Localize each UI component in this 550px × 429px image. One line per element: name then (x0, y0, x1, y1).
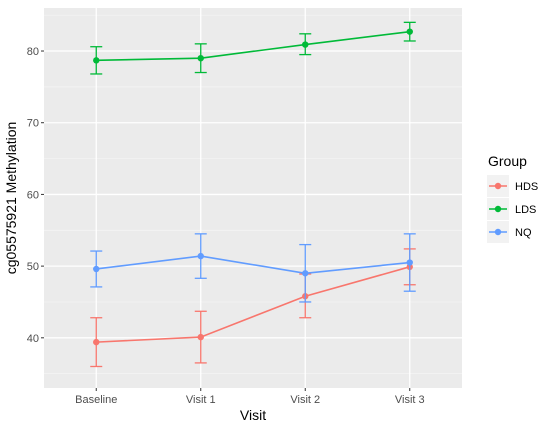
x-axis: Baseline Visit 1 Visit 2 Visit 3 (75, 388, 425, 406)
data-point (93, 265, 100, 273)
plot-panel (44, 8, 462, 388)
y-axis: 40 50 60 70 80 (27, 46, 44, 345)
data-point (406, 259, 413, 266)
y-axis-title: cg05575921 Methylation (3, 122, 19, 275)
legend-key-point (494, 182, 502, 190)
data-point (93, 338, 100, 346)
data-point (197, 54, 204, 62)
y-tick-label: 60 (27, 189, 39, 201)
data-point (197, 252, 204, 260)
data-point (197, 333, 204, 341)
series-lds (90, 21, 416, 75)
series-line (96, 266, 410, 343)
data-point (93, 57, 100, 64)
data-point (302, 41, 309, 48)
series-layer (90, 21, 416, 368)
grid-minor (44, 14, 462, 375)
x-tick-label: Visit 2 (290, 394, 320, 406)
legend-item-nq: NQ (487, 221, 532, 243)
x-tick-label: Visit 1 (186, 394, 216, 406)
data-point (406, 28, 413, 35)
legend-item-hds: HDS (487, 175, 538, 197)
legend-label: HDS (515, 181, 538, 193)
y-tick-label: 40 (27, 333, 39, 345)
legend-label: LDS (515, 204, 536, 216)
series-nq (90, 233, 416, 303)
legend-key-point (494, 205, 502, 213)
legend-label: NQ (515, 227, 532, 239)
x-axis-title: Visit (240, 407, 266, 423)
legend-item-lds: LDS (487, 198, 536, 220)
legend: Group HDS LDS NQ (487, 153, 538, 243)
y-tick-label: 70 (27, 118, 39, 130)
series-line (96, 255, 410, 275)
y-tick-label: 50 (27, 261, 39, 273)
legend-key-point (494, 228, 502, 236)
x-tick-label: Baseline (75, 394, 117, 406)
data-point (302, 270, 309, 277)
x-tick-label: Visit 3 (395, 394, 425, 406)
series-line (96, 30, 410, 62)
y-tick-label: 80 (27, 46, 39, 58)
legend-title: Group (488, 153, 527, 169)
